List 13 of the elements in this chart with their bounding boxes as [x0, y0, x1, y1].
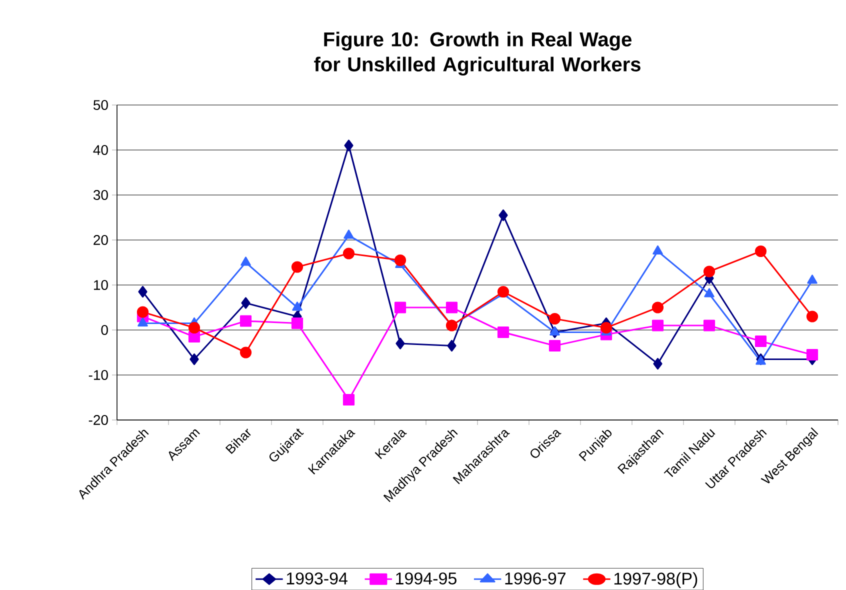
legend-label: 1993-94: [286, 572, 348, 584]
y-tick-label: 20: [94, 234, 108, 245]
y-tick-label: 10: [94, 280, 108, 290]
legend-label: 1994-95: [396, 572, 456, 584]
y-tick-label: 50: [93, 100, 108, 110]
y-tick-label: 40: [93, 144, 108, 155]
legend-label: 1997-98(P): [614, 572, 698, 588]
y-tick-label: -10: [88, 370, 108, 380]
y-tick-label: 30: [93, 190, 108, 200]
y-tick-label: 0: [101, 324, 108, 335]
chart-title: Figure 10: Growth in Real Wage for Unskilled Agricultural Workers: [314, 32, 640, 76]
legend-label: 1996-97: [505, 572, 566, 584]
y-tick-label: -20: [88, 414, 108, 425]
